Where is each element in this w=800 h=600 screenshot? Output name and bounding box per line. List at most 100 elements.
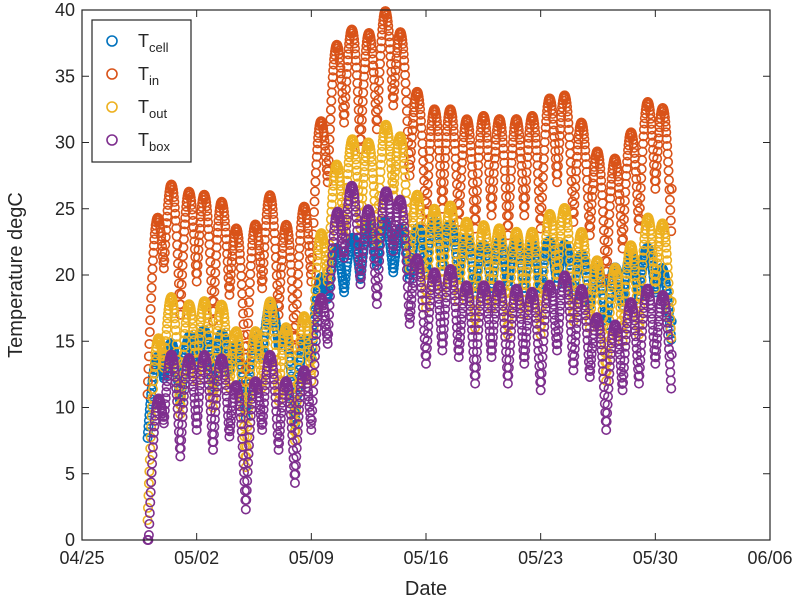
data-point — [639, 118, 650, 129]
data-point — [235, 412, 246, 423]
legend-label: Tout — [138, 97, 167, 121]
data-point — [406, 132, 417, 143]
data-point — [326, 257, 337, 268]
data-point — [644, 291, 655, 302]
data-point — [211, 338, 222, 349]
data-point — [475, 132, 486, 143]
data-point — [148, 376, 159, 387]
data-point — [571, 166, 582, 177]
data-point — [188, 222, 199, 233]
legend-label: Tcell — [138, 31, 169, 55]
data-point — [662, 323, 673, 334]
data-point — [548, 299, 559, 310]
data-point — [405, 312, 416, 323]
data-point — [203, 374, 214, 385]
data-point — [176, 289, 187, 300]
data-point — [375, 232, 386, 243]
data-point — [233, 339, 244, 350]
y-tick-label: 20 — [55, 265, 75, 285]
data-point — [307, 395, 318, 406]
data-point — [335, 62, 346, 73]
data-point — [537, 172, 548, 183]
data-point — [301, 374, 312, 385]
data-point — [451, 249, 462, 260]
data-point — [537, 182, 548, 193]
data-point — [254, 344, 265, 355]
data-point — [482, 247, 493, 258]
data-point — [465, 244, 476, 255]
data-point — [652, 258, 663, 269]
data-point — [258, 404, 269, 415]
data-point — [552, 331, 563, 342]
data-point — [323, 319, 334, 330]
data-point — [621, 163, 632, 174]
y-tick-label: 30 — [55, 133, 75, 153]
data-point — [328, 180, 339, 191]
data-point — [422, 328, 433, 339]
data-point — [238, 319, 249, 330]
data-point — [549, 131, 560, 142]
data-point — [521, 280, 532, 291]
data-point — [554, 242, 565, 253]
data-point — [268, 311, 279, 322]
data-point — [586, 348, 597, 359]
data-point — [201, 201, 212, 212]
data-point — [327, 243, 338, 254]
data-point — [504, 347, 515, 358]
data-point — [258, 411, 269, 422]
data-point — [579, 134, 590, 145]
data-point — [294, 355, 305, 366]
data-point — [351, 165, 362, 176]
y-tick-label: 5 — [65, 464, 75, 484]
data-point — [611, 159, 622, 170]
data-point — [505, 340, 516, 351]
x-axis: 04/25 05/02 05/09 05/16 05/23 05/30 06/06 — [59, 10, 793, 568]
data-point — [542, 221, 553, 232]
data-point — [205, 399, 216, 410]
data-point — [466, 257, 477, 268]
data-point — [309, 207, 320, 218]
data-point — [650, 276, 661, 287]
data-point — [620, 288, 631, 299]
data-point — [653, 321, 664, 332]
data-point — [375, 50, 386, 61]
data-point — [506, 265, 517, 276]
data-point — [161, 225, 172, 236]
data-point — [530, 247, 541, 258]
data-point — [350, 154, 361, 165]
x-tick-label: 05/09 — [289, 548, 334, 568]
data-point — [170, 377, 181, 388]
data-point — [398, 215, 409, 226]
data-point — [434, 305, 445, 316]
data-point — [618, 233, 629, 244]
data-point — [597, 297, 608, 308]
data-point — [629, 265, 640, 276]
data-point — [202, 308, 213, 319]
data-point — [482, 145, 493, 156]
data-point — [234, 248, 245, 259]
data-point — [569, 351, 580, 362]
data-point — [220, 221, 231, 232]
data-point — [506, 150, 517, 161]
data-point — [426, 126, 437, 137]
data-point — [630, 277, 641, 288]
data-point — [449, 223, 460, 234]
data-point — [293, 419, 304, 430]
data-point — [630, 166, 641, 177]
data-point — [220, 374, 231, 385]
data-point — [168, 303, 179, 314]
data-point — [650, 358, 661, 369]
data-point — [369, 253, 380, 264]
data-point — [405, 242, 416, 253]
data-point — [284, 240, 295, 251]
data-point — [547, 288, 558, 299]
data-point — [170, 325, 181, 336]
data-point — [564, 240, 575, 251]
data-point — [570, 337, 581, 348]
data-point — [149, 421, 160, 432]
data-point — [307, 405, 318, 416]
data-point — [142, 427, 153, 438]
data-point — [388, 100, 399, 111]
data-point — [438, 331, 449, 342]
